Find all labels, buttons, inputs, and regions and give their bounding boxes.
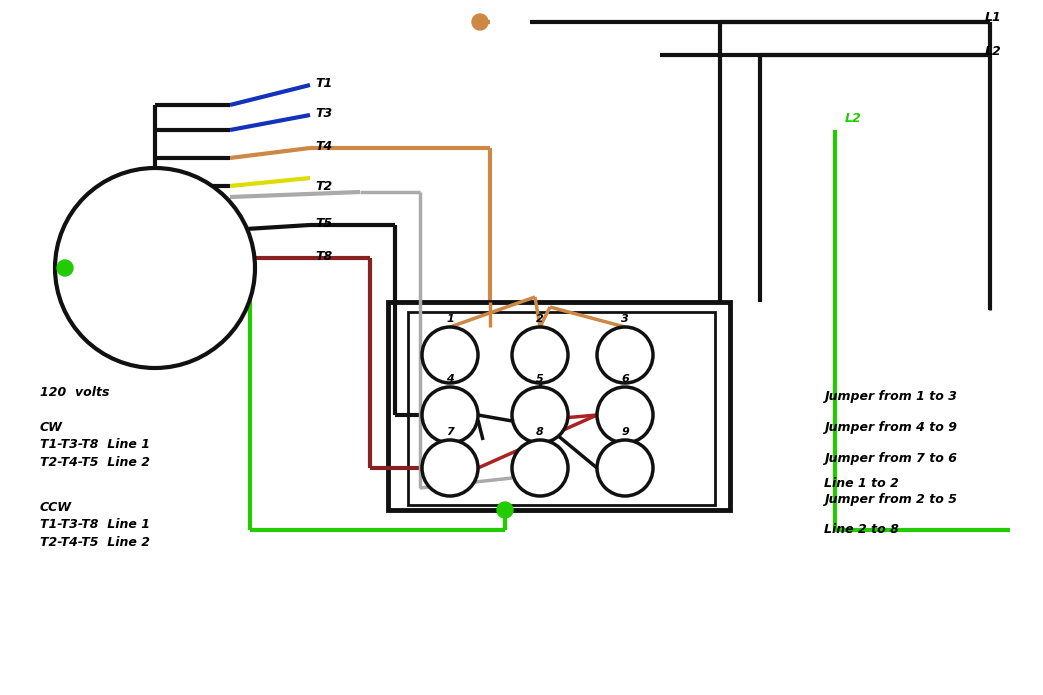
Circle shape (512, 327, 568, 383)
Circle shape (57, 260, 73, 276)
Text: L2: L2 (985, 44, 1001, 58)
Text: 4: 4 (446, 374, 454, 384)
Text: T1-T3-T8  Line 1: T1-T3-T8 Line 1 (40, 439, 149, 451)
Circle shape (55, 168, 254, 368)
Text: T8: T8 (315, 250, 333, 263)
Text: CCW: CCW (40, 501, 72, 514)
Text: 6: 6 (622, 374, 629, 384)
Text: 5: 5 (536, 374, 543, 384)
Text: 120  volts: 120 volts (40, 386, 110, 399)
Circle shape (422, 440, 478, 496)
Text: T2-T4-T5  Line 2: T2-T4-T5 Line 2 (40, 456, 149, 468)
Bar (408, 312, 715, 505)
Text: Jumper from 1 to 3: Jumper from 1 to 3 (824, 390, 957, 402)
Text: Jumper from 7 to 6: Jumper from 7 to 6 (824, 452, 957, 465)
Text: T1-T3-T8  Line 1: T1-T3-T8 Line 1 (40, 518, 149, 531)
Text: CW: CW (40, 421, 63, 434)
Text: T2-T4-T5  Line 2: T2-T4-T5 Line 2 (40, 536, 149, 548)
Text: T5: T5 (315, 217, 333, 229)
Text: L1: L1 (985, 10, 1001, 24)
Circle shape (597, 387, 653, 443)
Text: T4: T4 (315, 140, 333, 152)
Text: 2: 2 (536, 314, 543, 324)
Text: 1: 1 (446, 314, 454, 324)
Text: 3: 3 (622, 314, 629, 324)
Text: T1: T1 (315, 76, 333, 90)
Text: 7: 7 (446, 427, 454, 437)
Text: 8: 8 (536, 427, 543, 437)
Text: L2: L2 (845, 111, 862, 124)
Circle shape (597, 327, 653, 383)
Circle shape (422, 387, 478, 443)
Circle shape (512, 440, 568, 496)
Circle shape (597, 440, 653, 496)
Text: Jumper from 2 to 5: Jumper from 2 to 5 (824, 493, 957, 505)
Text: Line 2 to 8: Line 2 to 8 (824, 523, 899, 536)
Text: T3: T3 (315, 106, 333, 120)
Text: Jumper from 4 to 9: Jumper from 4 to 9 (824, 421, 957, 434)
Circle shape (422, 327, 478, 383)
Bar (388, 302, 730, 510)
Text: 9: 9 (622, 427, 629, 437)
Circle shape (512, 387, 568, 443)
Text: T2: T2 (315, 179, 333, 193)
Circle shape (498, 502, 513, 518)
Circle shape (472, 14, 488, 30)
Text: Line 1 to 2: Line 1 to 2 (824, 477, 899, 489)
